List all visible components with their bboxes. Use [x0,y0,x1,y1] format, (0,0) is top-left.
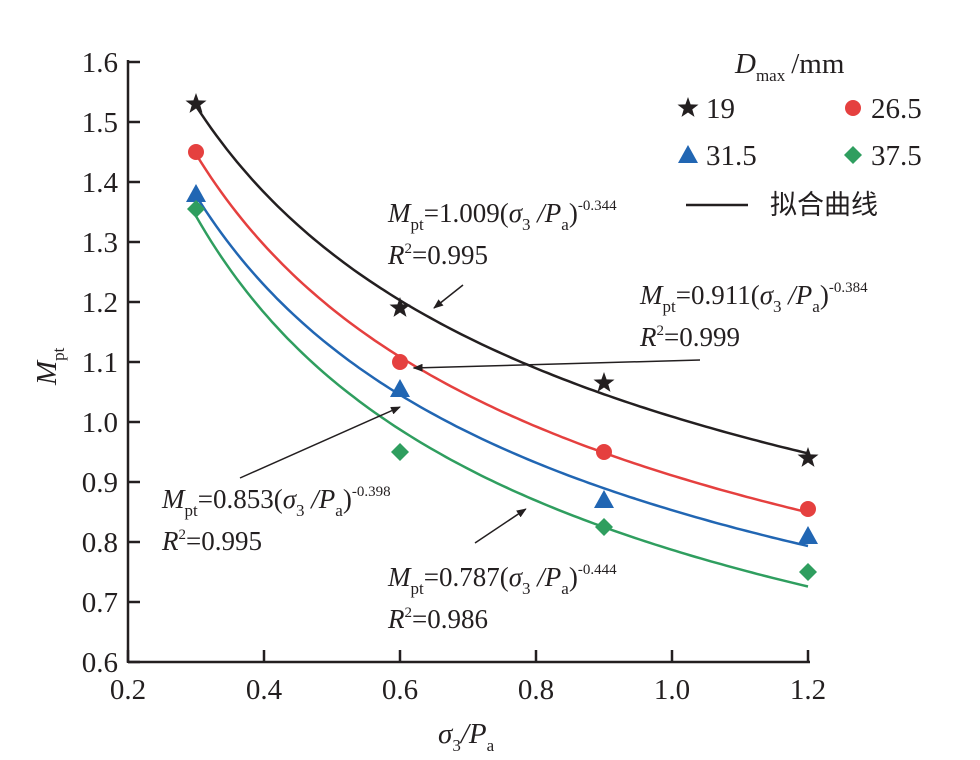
legend-label-26.5: 26.5 [871,93,922,125]
annotation-31.5: Mpt=0.853(σ3 /Pa)-0.398 R2=0.995 [161,484,391,556]
x-tick-label: 0.2 [110,674,146,706]
y-tick-label: 1.1 [82,347,118,379]
legend-title-sub: max [756,66,786,85]
x-label-sigma: σ [438,718,454,750]
y-label-main: M [31,359,63,386]
data-markers [185,93,819,581]
r-squared: R2=0.986 [387,604,488,634]
fit-curve-31.5 [194,194,809,548]
y-ticks: 0.6 0.7 0.8 0.9 1.0 1.1 1.2 1.3 1.4 1.5 1.6 [82,47,140,679]
y-tick-label: 1.0 [82,407,118,439]
y-axis-label: Mpt [31,347,68,386]
data-point-31.5 [186,184,206,202]
annotation-arrow-37.5 [474,508,527,544]
data-point-19 [593,372,615,392]
fit-curve-19 [194,105,809,455]
x-tick-label: 1.2 [790,674,826,706]
fit-curve-37.5 [194,215,809,588]
data-point-26.5 [188,144,204,160]
legend-marker-31.5 [678,145,698,163]
legend-label-31.5: 31.5 [706,140,757,172]
data-point-26.5 [596,444,612,460]
annotation-arrows [239,284,701,544]
data-point-37.5 [595,518,613,536]
legend-fit-label: 拟合曲线 [770,190,878,221]
data-point-31.5 [594,490,614,508]
x-tick-label: 1.0 [654,674,690,706]
legend-title-unit: /mm [791,48,845,80]
legend-label-19: 19 [706,93,735,125]
fit-curve-26.5 [194,153,809,514]
x-label-sub1: 3 [452,736,461,755]
y-tick-label: 1.4 [82,167,119,199]
r-squared: R2=0.995 [161,526,262,556]
legend-marker-19 [677,97,699,117]
data-point-31.5 [798,526,818,544]
annotation-arrow-26.5 [412,359,701,372]
legend-items: 19 26.5 31.5 37.5 [677,93,922,172]
legend: Dmax/mm 19 26.5 31.5 37.5 拟合曲线 [677,48,922,221]
legend-marker-26.5 [845,100,861,116]
x-label-slash: /P [459,718,487,750]
y-tick-label: 1.6 [82,47,118,79]
y-label-sub: pt [49,347,68,361]
legend-title: Dmax/mm [734,48,845,85]
annotation-26.5: Mpt=0.911(σ3 /Pa)-0.384 R2=0.999 [639,280,868,352]
x-ticks: 0.2 0.4 0.6 0.8 1.0 1.2 [110,650,826,706]
data-point-37.5 [799,563,817,581]
x-tick-label: 0.4 [246,674,283,706]
data-point-19 [389,297,411,317]
x-tick-label: 0.6 [382,674,418,706]
fit-equation: Mpt=0.787(σ3 /Pa)-0.444 [387,562,617,598]
x-axis-label: σ3/Pa [438,718,495,755]
annotation-37.5: Mpt=0.787(σ3 /Pa)-0.444 R2=0.986 [387,562,617,634]
y-tick-label: 0.9 [82,467,118,499]
data-point-26.5 [392,354,408,370]
annotation-arrow-31.5 [239,406,401,479]
legend-marker-37.5 [844,146,862,164]
data-point-19 [185,93,207,113]
legend-label-37.5: 37.5 [871,140,922,172]
x-tick-label: 0.8 [518,674,554,706]
fit-equation: Mpt=0.853(σ3 /Pa)-0.398 [161,484,391,520]
annotation-arrow-19 [433,284,464,309]
fit-curves [194,105,809,588]
y-tick-label: 0.7 [82,587,118,619]
fit-equation: Mpt=1.009(σ3 /Pa)-0.344 [387,198,617,234]
r-squared: R2=0.995 [387,240,488,270]
legend-title-main: D [734,48,756,80]
fit-equation: Mpt=0.911(σ3 /Pa)-0.384 [639,280,868,316]
y-tick-label: 0.8 [82,527,118,559]
data-point-37.5 [391,443,409,461]
annotation-19: Mpt=1.009(σ3 /Pa)-0.344 R2=0.995 [387,198,617,270]
y-tick-label: 0.6 [82,647,118,679]
y-tick-label: 1.2 [82,287,118,319]
y-tick-label: 1.3 [82,227,118,259]
annotations: Mpt=1.009(σ3 /Pa)-0.344 R2=0.995 Mpt=0.911… [161,198,868,634]
data-point-37.5 [187,200,205,218]
x-label-sub2: a [487,736,495,755]
r-squared: R2=0.999 [639,322,740,352]
data-point-31.5 [390,379,410,397]
data-point-26.5 [800,501,816,517]
y-tick-label: 1.5 [82,107,118,139]
data-point-19 [797,447,819,467]
